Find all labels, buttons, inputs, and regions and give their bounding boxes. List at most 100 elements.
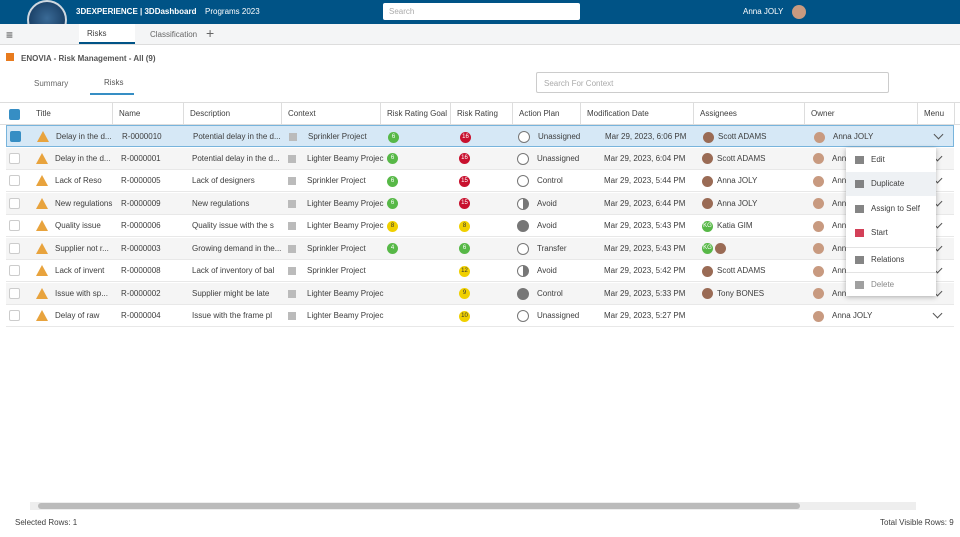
title[interactable]: Lack of invent: [55, 266, 105, 275]
menu-icon: [855, 156, 864, 164]
row-checkbox[interactable]: [9, 287, 20, 299]
row-checkbox[interactable]: [9, 242, 20, 254]
row-menu[interactable]: [932, 308, 943, 319]
table-row[interactable]: Supplier not r... R-0000003 Growing demand…: [6, 237, 954, 260]
action-plan: Control: [537, 288, 563, 298]
warning-icon: [36, 242, 48, 254]
scroll-thumb[interactable]: [38, 503, 800, 509]
risk-goal: 4: [387, 243, 398, 254]
modification-date: Mar 29, 2023, 5:43 PM: [604, 243, 686, 253]
action-icon: [517, 175, 529, 187]
name: R-0000003: [121, 243, 161, 253]
table-row[interactable]: Delay in the d... R-0000001 Potential dela…: [6, 147, 954, 170]
assignee-avatar: [703, 131, 714, 143]
title[interactable]: Supplier not r...: [55, 243, 109, 253]
table-row[interactable]: New regulations R-0000009 New regulations L…: [6, 192, 954, 215]
action-icon: [518, 131, 530, 143]
assignee: Katia GIM: [717, 221, 753, 230]
row-menu[interactable]: [933, 129, 944, 140]
row-checkbox[interactable]: [9, 220, 20, 231]
column-header[interactable]: Name: [113, 103, 184, 125]
select-all[interactable]: [9, 109, 20, 120]
search-box[interactable]: Search: [383, 3, 580, 20]
row-checkbox[interactable]: [10, 131, 21, 142]
context: Lighter Beamy Projec: [307, 198, 384, 208]
context-icon: [288, 244, 296, 253]
description: Growing demand in the...: [192, 243, 282, 253]
row-checkbox[interactable]: [9, 265, 20, 276]
assignee-initials: KG: [702, 220, 713, 232]
table-row[interactable]: Delay of raw R-0000004 Issue with the fram…: [6, 305, 954, 327]
name: R-0000008: [121, 266, 161, 275]
title[interactable]: Quality issue: [55, 221, 101, 230]
column-header[interactable]: Context: [282, 103, 381, 125]
title[interactable]: Delay in the d...: [55, 153, 111, 163]
owner-avatar: [813, 310, 824, 322]
context-icon: [288, 199, 296, 208]
table-row[interactable]: Issue with sp... R-0000002 Supplier might …: [6, 282, 954, 305]
title[interactable]: Lack of Reso: [55, 176, 102, 185]
tab[interactable]: Risks: [79, 24, 135, 44]
table-row[interactable]: Lack of Reso R-0000005 Lack of designers Sp…: [6, 170, 954, 192]
row-checkbox[interactable]: [9, 152, 20, 164]
modification-date: Mar 29, 2023, 5:33 PM: [604, 288, 686, 298]
menu-item[interactable]: Delete: [846, 272, 936, 296]
column-header[interactable]: Risk Rating Goal: [381, 103, 451, 125]
table-row[interactable]: Quality issue R-0000006 Quality issue with…: [6, 215, 954, 237]
menu-item[interactable]: Assign to Self: [846, 197, 936, 221]
menu-icon: [855, 229, 864, 237]
view-tab[interactable]: Summary: [34, 79, 69, 88]
row-checkbox[interactable]: [9, 197, 20, 209]
menu-item[interactable]: Start: [846, 221, 936, 245]
add-tab[interactable]: +: [206, 25, 215, 41]
context-search[interactable]: Search For Context: [536, 72, 889, 93]
menu-icon: [855, 256, 864, 264]
row-checkbox[interactable]: [9, 310, 20, 321]
title[interactable]: Issue with sp...: [55, 288, 108, 298]
menu-item[interactable]: Relations: [846, 247, 936, 271]
menu-item[interactable]: Duplicate: [846, 172, 936, 196]
warning-icon: [36, 287, 48, 299]
context-icon: [288, 154, 296, 163]
scrollbar[interactable]: [30, 502, 916, 510]
context-menu: Edit Duplicate Assign to Self Start Relation…: [846, 148, 936, 296]
tab[interactable]: Classification: [150, 30, 198, 39]
column-header[interactable]: Action Plan: [513, 103, 581, 125]
menu-icon[interactable]: ≡: [6, 28, 14, 42]
name: R-0000006: [121, 221, 161, 230]
column-header[interactable]: Title: [30, 103, 113, 125]
description: Lack of inventory of bal: [192, 266, 275, 275]
column-header[interactable]: Assignees: [694, 103, 805, 125]
column-header[interactable]: Risk Rating: [451, 103, 513, 125]
risk-rating: 10: [459, 310, 470, 322]
assignee: Anna JOLY: [717, 176, 758, 185]
name: R-0000005: [121, 176, 161, 185]
column-header[interactable]: Description: [184, 103, 282, 125]
action-plan: Transfer: [537, 243, 567, 253]
column-header[interactable]: Owner: [805, 103, 918, 125]
title[interactable]: Delay of raw: [55, 311, 100, 320]
title[interactable]: Delay in the d...: [56, 132, 112, 141]
description: Supplier might be late: [192, 288, 270, 298]
column-header[interactable]: Modification Date: [581, 103, 694, 125]
view-tab[interactable]: Risks: [90, 72, 134, 95]
user-avatar[interactable]: [792, 5, 806, 19]
risk-rating: 12: [459, 265, 470, 277]
table-row[interactable]: Lack of invent R-0000008 Lack of inventory…: [6, 260, 954, 282]
action-plan: Avoid: [537, 198, 557, 208]
warning-icon: [36, 310, 48, 321]
title[interactable]: New regulations: [55, 198, 113, 208]
menu-item[interactable]: Edit: [846, 148, 936, 172]
description: Potential delay in the d...: [193, 132, 281, 141]
modification-date: Mar 29, 2023, 6:44 PM: [604, 198, 686, 208]
name: R-0000009: [121, 198, 161, 208]
header-row: Title Name Description Context Risk Rating G…: [0, 103, 960, 125]
dashboard-menu[interactable]: Programs 2023: [205, 7, 260, 16]
user-name[interactable]: Anna JOLY: [743, 7, 784, 16]
row-checkbox[interactable]: [9, 175, 20, 186]
column-header[interactable]: Menu: [918, 103, 955, 125]
table-row[interactable]: Delay in the d... R-0000010 Potential dela…: [6, 125, 954, 147]
assignee-avatar: [702, 175, 713, 187]
context-icon: [288, 222, 296, 230]
action-icon: [517, 287, 529, 300]
